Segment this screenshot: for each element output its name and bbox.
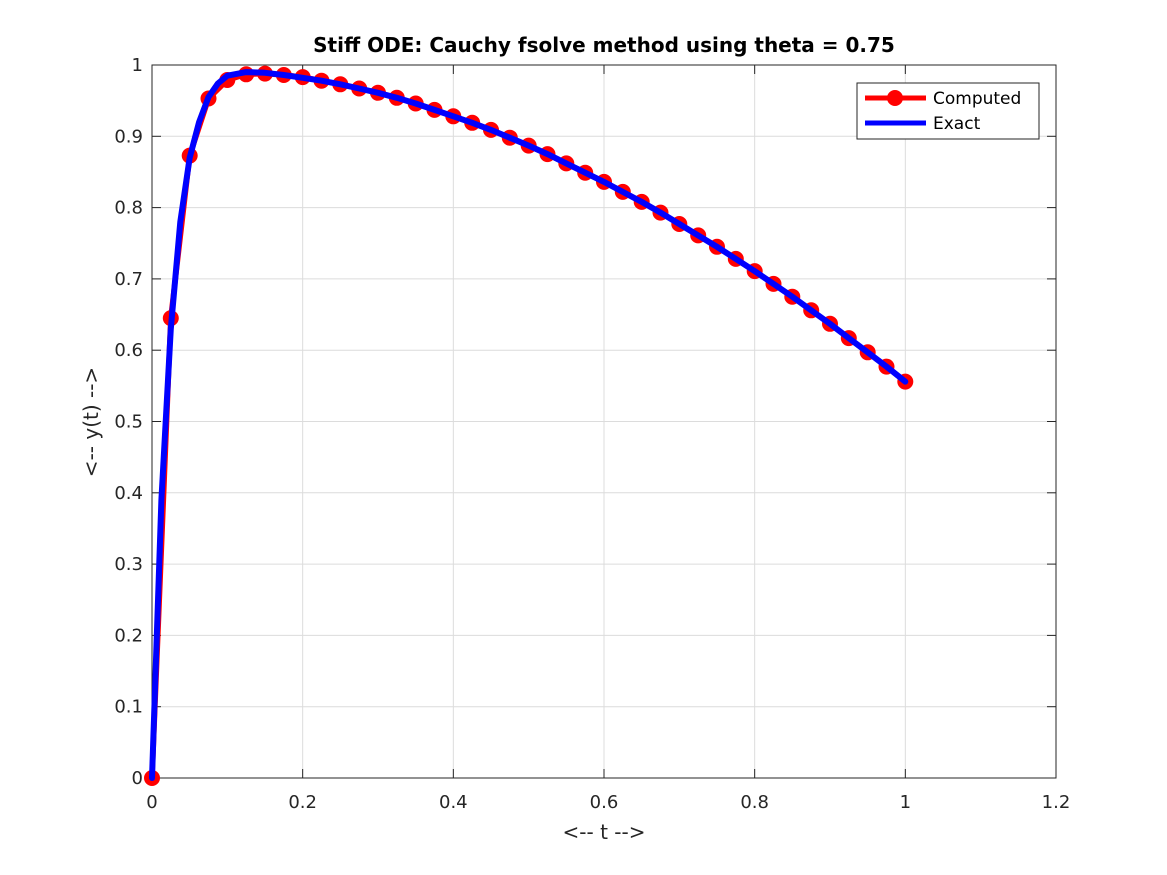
legend-exact-label: Exact [933,114,981,134]
x-tick-label: 0.6 [590,792,619,813]
y-tick-label: 0.8 [114,198,143,219]
axes-box [151,64,1057,779]
y-tick-label: 0.2 [114,625,143,646]
x-axis-label: <-- t --> [563,820,646,844]
x-tick-labels: 0 0.2 0.4 0.6 0.8 1 1.2 [146,792,1070,813]
y-tick-label: 0.3 [114,554,143,575]
y-tick-label: 0.7 [114,269,143,290]
y-tick-label: 1 [132,55,143,76]
y-tick-label: 0.1 [114,697,143,718]
legend-box [856,82,1040,140]
y-tick-label: 0.9 [114,126,143,147]
x-tick-label: 0.2 [288,792,317,813]
legend-computed-label: Computed [933,89,1021,109]
x-tick-label: 1 [900,792,911,813]
y-tick-labels: 0 0.1 0.2 0.3 0.4 0.5 0.6 0.7 0.8 0.9 1 [114,55,143,789]
y-tick-label: 0.5 [114,412,143,433]
y-tick-label: 0.4 [114,483,143,504]
series-layer [144,65,914,786]
legend: Computed Exact [856,82,1040,140]
y-tick-label: 0.6 [114,340,143,361]
x-tick-label: 0.8 [740,792,769,813]
grid-lines [152,65,1056,778]
x-tick-label: 0 [146,792,157,813]
legend-computed-marker [887,90,903,106]
x-tick-label: 0.4 [439,792,468,813]
y-axis-label: <-- y(t) --> [79,367,103,477]
y-tick-label: 0 [132,768,143,789]
series-exact-line [149,69,909,781]
chart-title: Stiff ODE: Cauchy fsolve method using th… [313,33,895,57]
x-tick-label: 1.2 [1042,792,1071,813]
